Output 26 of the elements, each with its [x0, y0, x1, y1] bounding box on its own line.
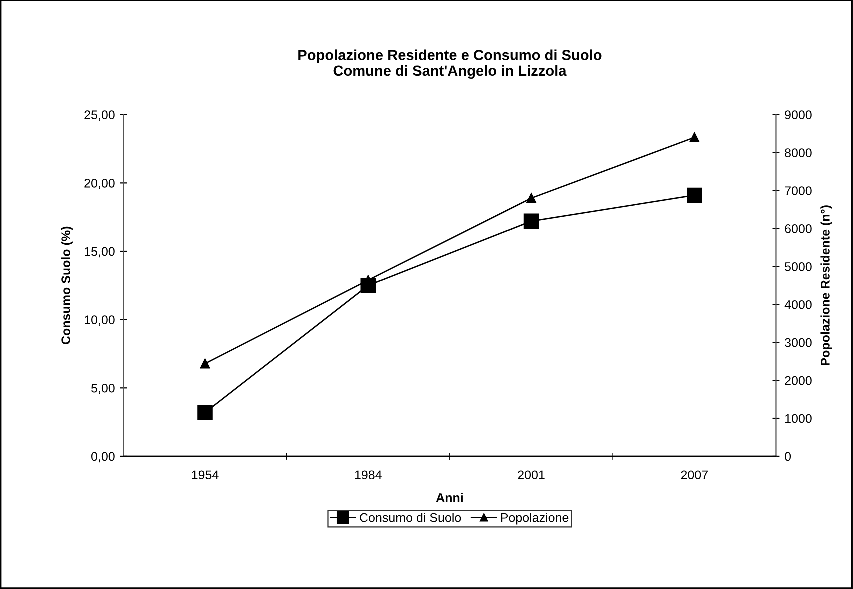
- y2-tick-label: 7000: [785, 186, 812, 196]
- y-tick-label: 20,00: [84, 178, 115, 190]
- x-tick-label: 1954: [192, 470, 219, 480]
- y2-tick-label: 4000: [784, 300, 812, 310]
- y2-tick-label: 1000: [786, 414, 812, 424]
- x-tick-label: 1984: [355, 470, 382, 480]
- y2-tick-label: 6000: [785, 224, 812, 234]
- y2-axis-title: Popolazione Residente (n°): [820, 206, 832, 366]
- y-tick-label: 25,00: [84, 110, 115, 121]
- y2-tick-label: 0: [785, 452, 792, 462]
- x-tick-label: 2001: [518, 470, 545, 480]
- y2-tick-label: 2000: [785, 376, 812, 386]
- y-axis-title: Consumo Suolo (%): [61, 226, 73, 345]
- legend-label: Consumo di Suolo: [360, 513, 462, 522]
- y-tick-label: 5,00: [92, 384, 115, 394]
- y-tick-label: 15,00: [85, 247, 115, 258]
- y2-tick-label: 8000: [785, 148, 812, 158]
- chart-title: Popolazione Residente e Consumo di Suolo Comune di Sant'Angelo in Lizzola: [298, 50, 602, 80]
- y2-tick-label: 5000: [785, 262, 812, 272]
- x-axis-title: Anni: [436, 493, 463, 502]
- y-tick-label: 10,00: [85, 316, 115, 326]
- y-tick-label: 0,00: [92, 452, 115, 463]
- x-tick-label: 2007: [681, 470, 708, 480]
- legend-label: Popolazione: [501, 513, 569, 525]
- y2-tick-label: 3000: [785, 338, 812, 348]
- y2-tick-label: 9000: [785, 110, 812, 120]
